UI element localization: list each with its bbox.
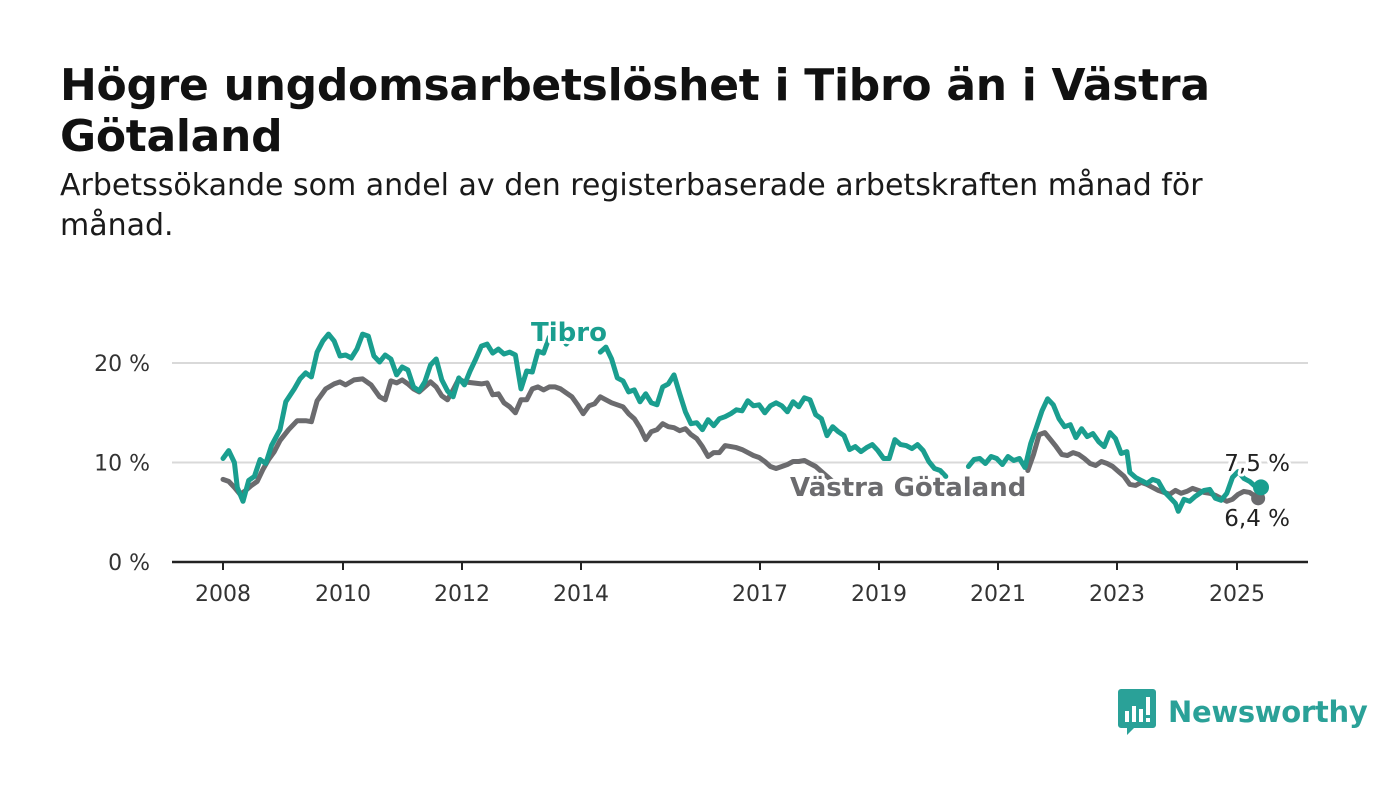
vastra-gotaland-line <box>220 376 836 497</box>
x-tick-label: 2021 <box>970 582 1026 607</box>
gridlines <box>172 362 1308 464</box>
vastra-gotaland-end-value-halo: 6,4 % <box>1224 506 1290 532</box>
y-axis-labels: 0 % 10 % 20 % <box>94 352 150 576</box>
x-tick-label: 2008 <box>195 582 251 607</box>
tibro-series-label: Tibro <box>531 318 607 348</box>
x-tick-label: 2023 <box>1089 582 1145 607</box>
x-axis <box>172 560 1308 570</box>
x-tick-label: 2025 <box>1209 582 1265 607</box>
bar-chart-logo-icon <box>1118 689 1156 735</box>
tibro-line <box>965 396 1264 514</box>
series-lines <box>220 331 1269 514</box>
tibro-end-value: 7,5 % <box>1224 451 1290 477</box>
chart-subtitle: Arbetssökande som andel av den registerb… <box>60 168 1203 243</box>
y-tick-label: 20 % <box>94 352 150 377</box>
y-tick-label: 10 % <box>94 452 150 477</box>
x-tick-label: 2012 <box>434 582 490 607</box>
tibro-line <box>597 344 949 479</box>
vastra-gotaland-series-label: Västra Götaland <box>790 473 1026 503</box>
brand-name: Newsworthy <box>1168 695 1368 729</box>
vastra-gotaland-series-label-halo: Västra Götaland <box>790 473 1026 503</box>
tibro-end-marker <box>1253 479 1269 496</box>
y-tick-label: 0 % <box>108 551 150 576</box>
x-axis-labels: 2008 2010 2012 2014 2017 2019 2021 2023 2025 <box>195 582 1265 607</box>
x-tick-label: 2017 <box>732 582 788 607</box>
tibro-series-label-halo: Tibro <box>531 318 607 348</box>
x-tick-label: 2010 <box>315 582 371 607</box>
newsworthy-logo: Newsworthy <box>1118 688 1368 736</box>
tibro-end-value-halo: 7,5 % <box>1224 451 1290 477</box>
x-tick-label: 2014 <box>553 582 609 607</box>
x-tick-label: 2019 <box>851 582 907 607</box>
tibro-line <box>220 331 575 504</box>
vastra-gotaland-end-value: 6,4 % <box>1224 506 1290 532</box>
chart-title: Högre ungdomsarbetslöshet i Tibro än i V… <box>60 60 1210 162</box>
